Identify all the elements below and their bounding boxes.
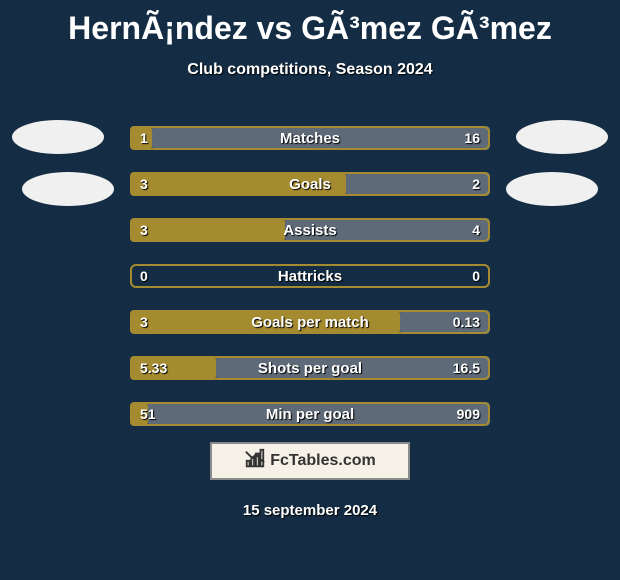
fctables-logo[interactable]: FcTables.com (210, 442, 410, 480)
logo-text: FcTables.com (270, 452, 376, 470)
stat-value-left: 51 (130, 402, 166, 426)
stat-row: 51909Min per goal (130, 402, 490, 426)
stat-value-right: 16 (454, 126, 490, 150)
stat-fill-left (130, 172, 346, 196)
snapshot-date: 15 september 2024 (0, 502, 620, 519)
stat-row: 116Matches (130, 126, 490, 150)
stat-value-right: 4 (462, 218, 490, 242)
player-left-avatar (12, 120, 104, 154)
stat-fill-right (148, 402, 490, 426)
stat-row-border (130, 264, 490, 288)
player-right-avatar-2 (506, 172, 598, 206)
page-title: HernÃ¡ndez vs GÃ³mez GÃ³mez (0, 0, 620, 47)
player-left-avatar-2 (22, 172, 114, 206)
player-right-avatar (516, 120, 608, 154)
stat-fill-left (130, 310, 400, 334)
stats-bars: 116Matches32Goals34Assists00Hattricks30.… (130, 126, 490, 448)
stat-row: 30.13Goals per match (130, 310, 490, 334)
stat-value-right: 16.5 (443, 356, 490, 380)
stat-value-left: 1 (130, 126, 158, 150)
stat-row: 5.3316.5Shots per goal (130, 356, 490, 380)
stat-value-left: 5.33 (130, 356, 177, 380)
stat-fill-right (285, 218, 490, 242)
stat-value-right: 0 (462, 264, 490, 288)
stat-value-right: 0.13 (443, 310, 490, 334)
stat-value-right: 2 (462, 172, 490, 196)
stat-value-right: 909 (447, 402, 490, 426)
stat-fill-right (152, 126, 490, 150)
stat-value-left: 0 (130, 264, 158, 288)
page-subtitle: Club competitions, Season 2024 (0, 61, 620, 79)
stat-value-left: 3 (130, 310, 158, 334)
stat-row: 32Goals (130, 172, 490, 196)
stat-row: 0 0Hattricks (130, 264, 490, 288)
chart-icon (244, 448, 266, 475)
stat-label: Hattricks (130, 264, 490, 288)
stat-value-left: 3 (130, 218, 158, 242)
stat-value-left: 3 (130, 172, 158, 196)
stat-row: 34Assists (130, 218, 490, 242)
